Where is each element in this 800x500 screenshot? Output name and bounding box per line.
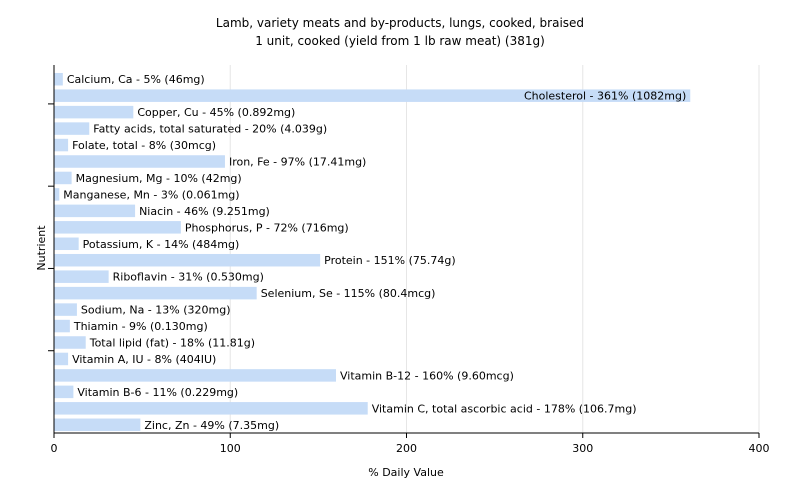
bar [54, 221, 181, 234]
bar [54, 122, 90, 135]
bar-label: Total lipid (fat) - 18% (11.81g) [89, 337, 255, 350]
x-tick-label: 400 [749, 442, 770, 455]
bar [54, 171, 72, 185]
bar-label: Fatty acids, total saturated - 20% (4.03… [93, 123, 327, 136]
bar [54, 336, 86, 349]
bar [54, 286, 257, 300]
bar-label: Vitamin B-12 - 160% (9.60mcg) [340, 369, 514, 382]
bar [54, 253, 321, 267]
bar [54, 204, 136, 218]
bar-label: Manganese, Mn - 3% (0.061mg) [63, 188, 239, 201]
bar-label: Folate, total - 8% (30mcg) [72, 139, 216, 152]
bar-label: Thiamin - 9% (0.130mg) [73, 320, 208, 333]
bar [54, 237, 79, 251]
bar-label: Copper, Cu - 45% (0.892mg) [137, 106, 295, 119]
bar [54, 418, 141, 432]
x-tick-label: 300 [572, 442, 593, 455]
bar [54, 155, 225, 168]
bar [54, 303, 77, 316]
bar-label: Iron, Fe - 97% (17.41mg) [229, 156, 366, 169]
bar-label: Cholesterol - 361% (1082mg) [524, 90, 686, 103]
bar-label: Calcium, Ca - 5% (46mg) [67, 73, 205, 86]
bar [54, 72, 63, 86]
y-axis-label: Nutrient [35, 225, 48, 271]
chart-subtitle: 1 unit, cooked (yield from 1 lb raw meat… [255, 34, 545, 48]
bar-label: Phosphorus, P - 72% (716mg) [185, 221, 349, 234]
bar-label: Selenium, Se - 115% (80.4mcg) [261, 287, 436, 300]
x-tick-label: 0 [51, 442, 58, 455]
chart-title: Lamb, variety meats and by-products, lun… [216, 16, 584, 30]
bar [54, 105, 134, 119]
bar-label: Vitamin A, IU - 8% (404IU) [72, 353, 216, 366]
bar [54, 270, 109, 283]
bar-label: Sodium, Na - 13% (320mg) [81, 304, 231, 317]
axes: 0 100 200 300 400 [48, 65, 770, 455]
bar [54, 319, 70, 333]
bar-label: Vitamin C, total ascorbic acid - 178% (1… [372, 402, 637, 415]
bar-label: Protein - 151% (75.74g) [324, 254, 456, 267]
bar-label: Magnesium, Mg - 10% (42mg) [76, 172, 242, 185]
bar [54, 188, 60, 201]
x-tick-label: 100 [220, 442, 241, 455]
bar [54, 402, 368, 415]
bar-label: Zinc, Zn - 49% (7.35mg) [144, 419, 279, 432]
x-tick-label: 200 [396, 442, 417, 455]
bar [54, 352, 69, 366]
bar [54, 89, 691, 102]
bar-label: Niacin - 46% (9.251mg) [139, 205, 270, 218]
bar-label: Potassium, K - 14% (484mg) [83, 238, 240, 251]
bar-label: Riboflavin - 31% (0.530mg) [113, 271, 264, 284]
bar [54, 138, 69, 152]
bar [54, 369, 336, 382]
bar-label: Vitamin B-6 - 11% (0.229mg) [77, 386, 238, 399]
bar [54, 385, 74, 399]
x-axis-label: % Daily Value [368, 466, 444, 479]
bars: Calcium, Ca - 5% (46mg) Cholesterol - 361… [54, 72, 691, 432]
